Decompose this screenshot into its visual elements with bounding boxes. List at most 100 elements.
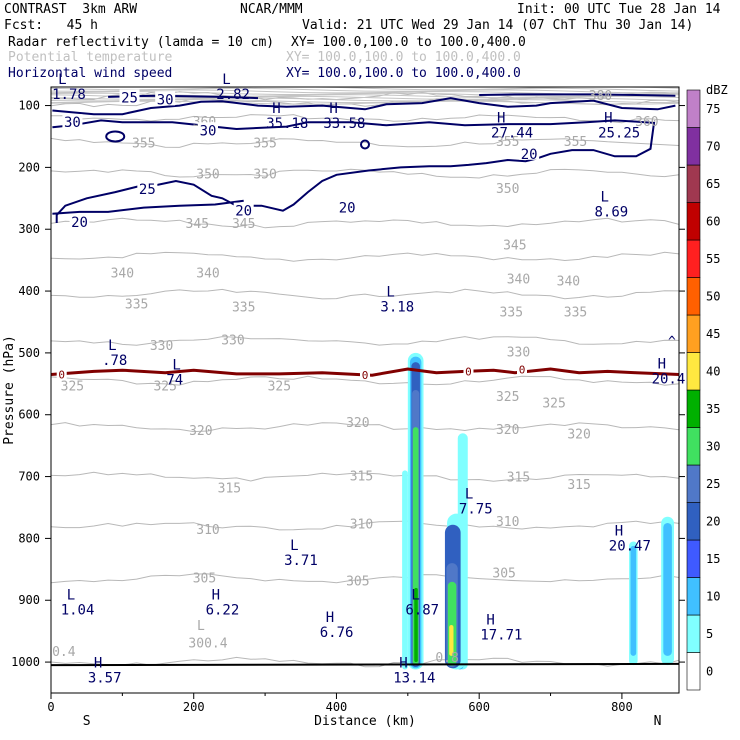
theta-isentrope-320 [51,422,679,433]
extremum-value: 20.47 [609,538,651,554]
axis-end-label-south: S [83,714,91,729]
colorbar-swatch-75 [686,89,701,128]
theta-isentrope-340 [51,251,679,262]
extremum-marker-high: H [604,110,612,126]
extremum-value: 3.57 [88,671,122,687]
theta-contour-label: 355 [253,137,276,152]
wind-contour-label: 25 [139,182,156,198]
reflectivity-cell-40dbz [449,624,454,656]
theta-contour-label: 305 [492,566,515,581]
wind-contour-label: 25 [121,91,138,107]
field-theta-xy: XY= 100.0,100.0 to 100.0,400.0 [286,50,521,65]
theta-contour-label: 345 [186,217,209,232]
colorbar-swatch-0 [686,652,701,691]
wind-contour-label: 20 [339,201,356,217]
theta-contour-label: 0.4 [52,645,76,660]
wind-label-bg [155,91,176,106]
theta-contour-label: 305 [193,571,216,586]
y-tick-label: 600 [18,408,40,422]
x-tick-label: 400 [326,700,348,714]
y-tick-label: 100 [18,99,40,113]
theta-contour-label: 310 [496,515,519,530]
extremum-value: 7.75 [459,501,493,517]
wind-label-bg [233,202,254,217]
extremum-value: 33.58 [323,116,365,132]
wind-contour-small-loop [105,130,126,143]
extremum-value: 13.14 [393,671,435,687]
y-tick-label: 700 [18,470,40,484]
extremum-marker-high: H [486,612,494,628]
theta-contour-label: 355 [132,137,155,152]
theta-isentrope-355 [51,137,679,148]
extremum-marker-high: H [94,656,102,672]
theta-contour-label: 325 [61,380,84,395]
wind-label-bg [62,114,83,129]
x-axis-label: Distance (km) [314,714,416,729]
theta-isentrope-335 [51,288,679,300]
theta-contour-label: 350 [496,182,519,197]
wind-contour-20 [52,199,244,215]
extremum-value: 20.4 [652,371,686,387]
extremum-marker-low: L [290,538,298,554]
colorbar-swatch-20 [686,502,701,541]
colorbar-tick-label: 70 [706,139,720,153]
x-tick-label: 600 [468,700,490,714]
extremum-value: 27.44 [491,125,533,141]
theta-isentrope-325 [51,375,679,386]
colorbar-tick-label: 40 [706,364,720,378]
theta-contour-label: 345 [503,239,526,254]
extremum-value: 2.82 [216,87,250,103]
theta-contour-label: 335 [564,305,587,320]
extremum-marker-high: H [329,101,337,117]
theta-contour-label: 335 [125,297,148,312]
colorbar-tick-label: 20 [706,514,720,528]
colorbar-tick-label: 75 [706,102,720,116]
colorbar-swatch-45 [686,314,701,353]
extremum-marker-low: L [108,338,116,354]
colorbar-swatch-30 [686,427,701,466]
extremum-value: 17.71 [480,627,522,643]
freezing-label-bg [517,362,527,375]
header-org: NCAR/MMM [240,2,303,17]
colorbar-tick-label: 50 [706,289,720,303]
theta-contour-label: 335 [500,305,523,320]
theta-isentrope-330 [51,336,679,346]
colorbar-tick-label: 15 [706,552,720,566]
extremum-value: 6.22 [206,603,240,619]
wind-contour-30 [479,93,676,97]
theta-isentrope-360 [51,114,679,124]
extremum-marker-low: L [58,72,66,88]
theta-isentrope-345 [51,217,679,229]
extremum-marker-high: H [326,610,334,626]
extremum-value: 35.18 [266,116,308,132]
extremum-value: 8.69 [595,204,629,220]
colorbar-swatch-70 [686,127,701,166]
colorbar-tick-label: 10 [706,589,720,603]
theta-contour-label: 320 [496,423,519,438]
theta-contour-label: 345 [232,217,255,232]
freezing-contour-label: 0 [362,369,369,382]
freezing-label-bg [360,368,370,381]
wind-max-caret: ^ [668,335,676,350]
extremum-marker-low: L [411,588,419,604]
theta-contour-label: 325 [496,390,519,405]
theta-contour-label: 300.4 [188,636,227,651]
theta-contour-label: 305 [346,574,369,589]
y-tick-label: 1000 [11,655,40,669]
theta-contour-label: 0.8 [435,651,458,666]
y-tick-label: 800 [18,531,40,545]
x-tick-label: 200 [183,700,205,714]
wind-contour-small-loop [360,139,370,150]
theta-contour-label: 340 [196,267,219,282]
theta-contour-label: 380 [589,89,612,104]
reflectivity-cell-5dbz [402,470,408,670]
theta-contour-label: 315 [507,471,530,486]
x-tick-label: 800 [611,700,633,714]
colorbar-tick-label: 65 [706,177,720,191]
wind-label-bg [137,181,158,196]
freezing-level-line [50,367,680,667]
theta-contour-label: 325 [153,380,176,395]
y-tick-label: 300 [18,222,40,236]
extremum-value: 6.76 [320,625,354,641]
